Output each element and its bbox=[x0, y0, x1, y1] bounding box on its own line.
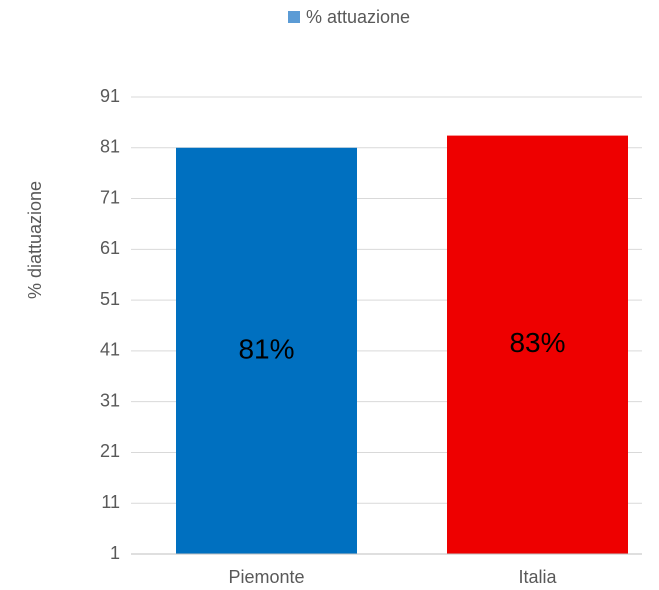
y-tick-label: 91 bbox=[100, 86, 120, 106]
y-tick-label: 1 bbox=[110, 543, 120, 563]
y-tick-label: 61 bbox=[100, 238, 120, 258]
y-axis-label: % diattuazione bbox=[25, 181, 45, 299]
bar bbox=[176, 147, 357, 554]
y-tick-label: 51 bbox=[100, 289, 120, 309]
y-tick-label: 81 bbox=[100, 137, 120, 157]
y-tick-label: 71 bbox=[100, 187, 120, 207]
x-tick-label: Piemonte bbox=[228, 567, 304, 587]
bar bbox=[447, 135, 628, 554]
legend-label: % attuazione bbox=[306, 7, 410, 27]
value-label: 83% bbox=[509, 327, 565, 358]
legend-swatch bbox=[288, 11, 300, 23]
x-tick-label: Italia bbox=[518, 567, 557, 587]
value-label: 81% bbox=[238, 333, 294, 364]
y-tick-label: 11 bbox=[101, 492, 120, 512]
y-tick-label: 21 bbox=[100, 441, 120, 461]
y-tick-label: 41 bbox=[100, 340, 120, 360]
y-tick-label: 31 bbox=[100, 390, 120, 410]
